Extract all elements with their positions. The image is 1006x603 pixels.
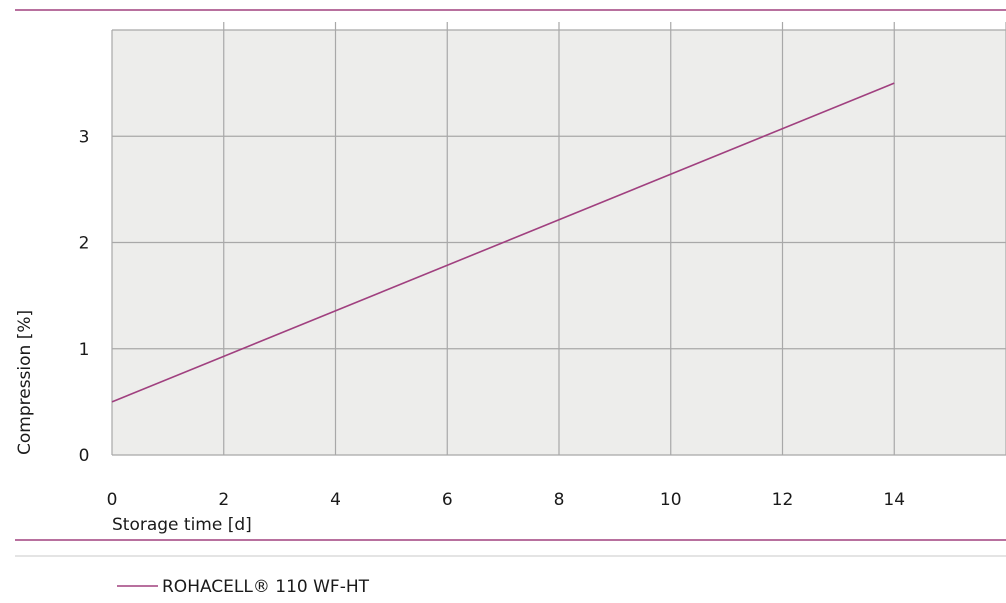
x-tick-label: 10 bbox=[660, 490, 682, 510]
x-axis-label: Storage time [d] bbox=[112, 515, 252, 535]
y-tick-label: 0 bbox=[79, 446, 90, 466]
legend-label: ROHACELL® 110 WF-HT bbox=[162, 577, 370, 597]
x-tick-label: 0 bbox=[107, 490, 118, 510]
x-tick-label: 2 bbox=[218, 490, 229, 510]
x-axis-ticks: 0 2 4 6 8 10 12 14 bbox=[107, 490, 905, 510]
y-tick-label: 2 bbox=[79, 234, 90, 254]
y-axis-ticks: 0 1 2 3 bbox=[79, 127, 90, 466]
x-tick-label: 12 bbox=[772, 490, 794, 510]
divider-lines bbox=[15, 9, 1006, 557]
series-line bbox=[111, 82, 895, 403]
legend: ROHACELL® 110 WF-HT bbox=[117, 577, 370, 597]
y-axis-label: Compression [%] bbox=[15, 310, 35, 455]
x-tick-label: 8 bbox=[554, 490, 565, 510]
x-tick-label: 4 bbox=[330, 490, 341, 510]
x-tick-label: 14 bbox=[883, 490, 905, 510]
x-tick-label: 6 bbox=[442, 490, 453, 510]
grid bbox=[111, 22, 1006, 456]
y-tick-label: 1 bbox=[79, 340, 90, 360]
y-tick-label: 3 bbox=[79, 127, 90, 147]
series bbox=[111, 82, 895, 403]
